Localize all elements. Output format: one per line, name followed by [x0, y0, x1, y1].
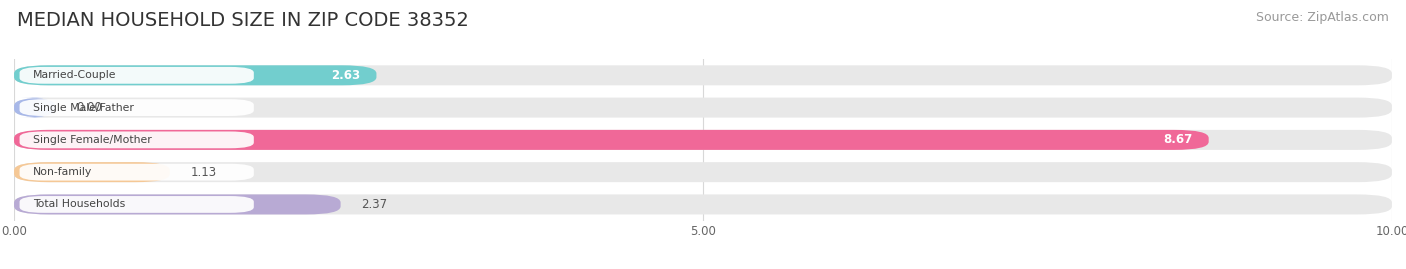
Text: Non-family: Non-family: [34, 167, 93, 177]
Text: Single Female/Mother: Single Female/Mother: [34, 135, 152, 145]
FancyBboxPatch shape: [20, 67, 254, 84]
FancyBboxPatch shape: [14, 130, 1209, 150]
Text: MEDIAN HOUSEHOLD SIZE IN ZIP CODE 38352: MEDIAN HOUSEHOLD SIZE IN ZIP CODE 38352: [17, 11, 468, 30]
Text: 2.63: 2.63: [330, 69, 360, 82]
FancyBboxPatch shape: [14, 98, 55, 118]
Text: 1.13: 1.13: [190, 166, 217, 179]
FancyBboxPatch shape: [14, 194, 340, 214]
FancyBboxPatch shape: [14, 130, 1392, 150]
Text: Single Male/Father: Single Male/Father: [34, 102, 134, 113]
Text: Source: ZipAtlas.com: Source: ZipAtlas.com: [1256, 11, 1389, 24]
Text: 2.37: 2.37: [361, 198, 388, 211]
FancyBboxPatch shape: [14, 194, 1392, 214]
FancyBboxPatch shape: [20, 99, 254, 116]
Text: Married-Couple: Married-Couple: [34, 70, 117, 80]
FancyBboxPatch shape: [14, 65, 377, 85]
FancyBboxPatch shape: [20, 196, 254, 213]
FancyBboxPatch shape: [14, 162, 170, 182]
FancyBboxPatch shape: [14, 65, 1392, 85]
FancyBboxPatch shape: [20, 132, 254, 148]
FancyBboxPatch shape: [20, 164, 254, 180]
FancyBboxPatch shape: [14, 162, 1392, 182]
Text: 0.00: 0.00: [76, 101, 103, 114]
FancyBboxPatch shape: [14, 98, 1392, 118]
Text: Total Households: Total Households: [34, 199, 125, 210]
Text: 8.67: 8.67: [1163, 133, 1192, 146]
